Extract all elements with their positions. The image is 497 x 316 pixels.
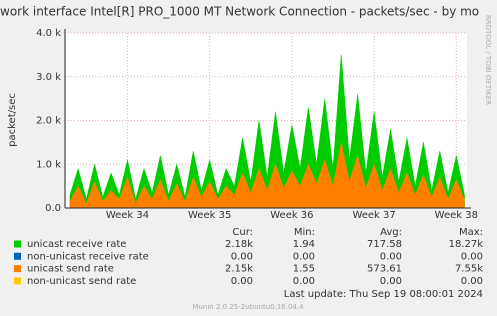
- stat-value: 7.55k: [455, 264, 483, 275]
- last-update: Last update: Thu Sep 19 08:00:01 2024: [284, 289, 483, 300]
- y-axis-label: packet/sec: [7, 93, 18, 147]
- legend-label: non-unicast receive rate: [27, 251, 149, 262]
- stat-value: 1.55: [293, 264, 315, 275]
- y-tick-label: 1.0 k: [36, 159, 61, 170]
- stat-value: 0.00: [461, 251, 483, 262]
- side-label: RRDTOOL / TOBI OETIKER: [484, 15, 492, 105]
- stat-value: 573.61: [367, 264, 402, 275]
- y-tick-label: 4.0 k: [36, 28, 61, 39]
- stat-value: 0.00: [231, 251, 253, 262]
- series-area: [69, 142, 465, 209]
- stats-header: Max:: [459, 227, 483, 238]
- y-tick-label: 0.0: [45, 203, 61, 214]
- stat-value: 18.27k: [449, 239, 484, 250]
- x-tick-label: Week 36: [270, 210, 313, 221]
- legend-swatch: [14, 277, 21, 285]
- stat-value: 0.00: [380, 251, 402, 262]
- x-tick-label: Week 35: [188, 210, 231, 221]
- stats-header: Min:: [294, 227, 315, 238]
- x-tick-label: Week 34: [106, 210, 149, 221]
- x-tick-label: Week 38: [435, 210, 478, 221]
- stat-value: 0.00: [293, 251, 315, 262]
- legend-label: unicast receive rate: [27, 239, 126, 250]
- stat-value: 2.15k: [225, 264, 253, 275]
- stat-value: 2.18k: [225, 239, 253, 250]
- legend-swatch: [14, 252, 21, 260]
- stat-value: 0.00: [293, 276, 315, 287]
- legend-label: non-unicast send rate: [27, 276, 136, 287]
- stat-value: 1.94: [293, 239, 315, 250]
- x-tick-label: Week 37: [352, 210, 395, 221]
- stat-value: 0.00: [231, 276, 253, 287]
- y-tick-label: 2.0 k: [36, 116, 61, 127]
- stat-value: 717.58: [367, 239, 402, 250]
- legend-label: unicast send rate: [27, 264, 114, 275]
- legend-swatch: [14, 265, 21, 273]
- legend-swatch: [14, 240, 21, 248]
- chart-title: work interface Intel[R] PRO_1000 MT Netw…: [0, 5, 479, 19]
- stat-value: 0.00: [380, 276, 402, 287]
- stats-header: Avg:: [380, 227, 402, 238]
- y-tick-label: 3.0 k: [36, 72, 61, 83]
- stat-value: 0.00: [461, 276, 483, 287]
- stats-header: Cur:: [232, 227, 253, 238]
- footer: Munin 2.0.25-2ubuntu0.16.04.4: [192, 303, 304, 311]
